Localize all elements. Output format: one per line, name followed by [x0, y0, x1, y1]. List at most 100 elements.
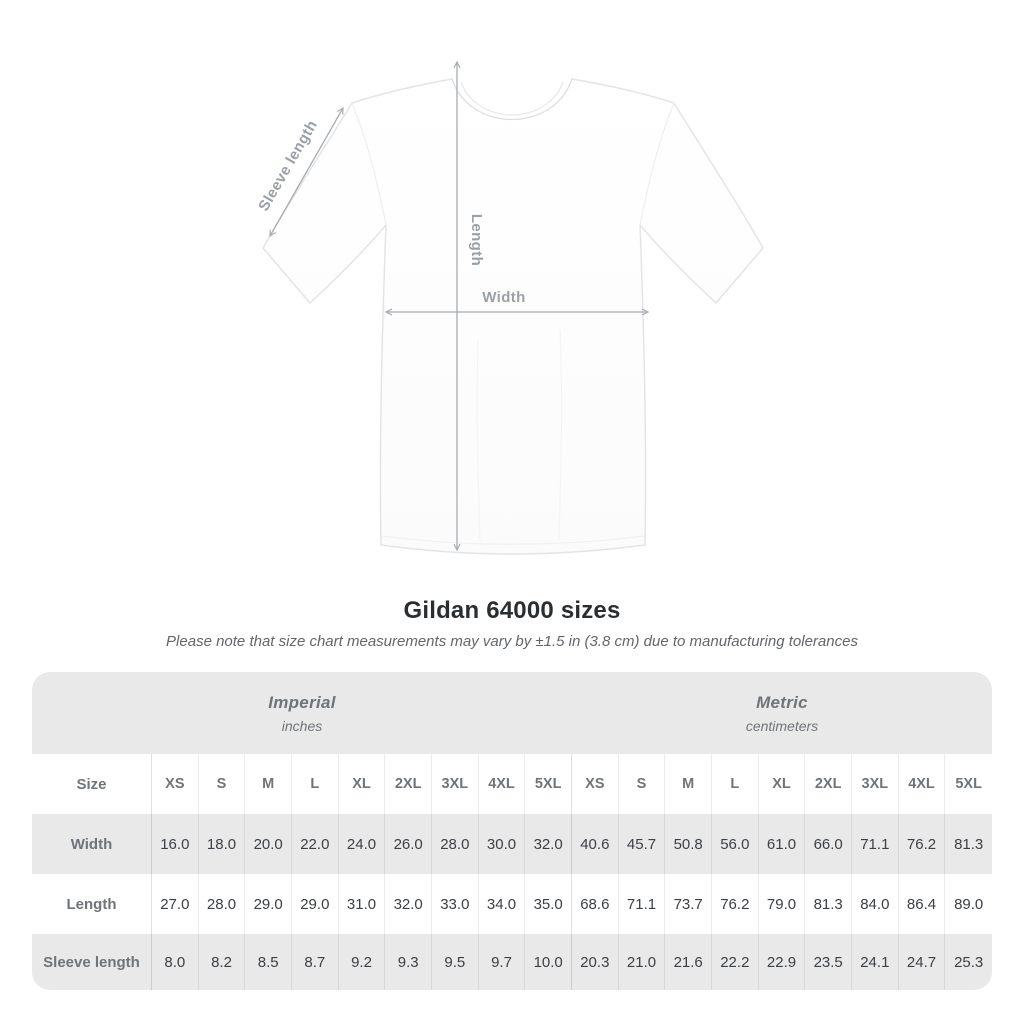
tolerance-note: Please note that size chart measurements…: [166, 633, 858, 650]
row-label: Width: [32, 814, 152, 874]
value-cell: 68.6: [572, 874, 619, 934]
size-header-cell: 4XL: [478, 754, 526, 814]
value-cell: 9.2: [338, 934, 386, 990]
hem-seam: [381, 535, 645, 545]
sleeve-length-arrow: [269, 106, 344, 238]
value-cell: 71.1: [852, 814, 899, 874]
size-header-cell: 2XL: [385, 754, 432, 814]
shirt-measurement-diagram: Sleeve length Length Width: [255, 60, 764, 555]
right-sleeve-seam: [639, 102, 675, 226]
imperial-label: Imperial: [268, 692, 336, 712]
value-cell: 26.0: [385, 814, 432, 874]
value-cell: 22.9: [758, 934, 806, 990]
value-cell: 18.0: [198, 814, 246, 874]
size-header-cell: M: [665, 754, 712, 814]
value-cell: 28.0: [432, 814, 479, 874]
value-cell: 84.0: [852, 874, 899, 934]
value-cell: 9.3: [385, 934, 432, 990]
row-label: Sleeve length: [32, 934, 152, 990]
value-cell: 35.0: [525, 874, 572, 934]
value-cell: 32.0: [525, 814, 572, 874]
size-header-cell: XL: [758, 754, 806, 814]
width-label: Width: [482, 289, 526, 306]
metric-group-header: Metric centimeters: [572, 672, 992, 754]
tshirt-graphic: [262, 78, 764, 555]
value-cell: 33.0: [432, 874, 479, 934]
value-cell: 20.3: [572, 934, 619, 990]
imperial-unit: inches: [281, 717, 323, 734]
size-header-cell: S: [618, 754, 666, 814]
size-header-cell: 3XL: [852, 754, 899, 814]
value-cell: 25.3: [945, 934, 992, 990]
value-cell: 66.0: [805, 814, 852, 874]
value-cell: 9.5: [432, 934, 479, 990]
size-header-cell: 4XL: [898, 754, 946, 814]
collar-outer: [451, 78, 573, 120]
value-cell: 28.0: [198, 874, 246, 934]
value-cell: 21.0: [618, 934, 666, 990]
value-cell: 22.2: [712, 934, 759, 990]
value-cell: 76.2: [898, 814, 946, 874]
value-cell: 86.4: [898, 874, 946, 934]
shirt-diagram-svg: Sleeve length Length Width: [255, 60, 764, 555]
value-cell: 8.5: [245, 934, 292, 990]
value-cell: 8.0: [152, 934, 199, 990]
value-cell: 81.3: [805, 874, 852, 934]
page-title: Gildan 64000 sizes: [403, 597, 621, 624]
size-header-cell: 5XL: [525, 754, 572, 814]
value-cell: 32.0: [385, 874, 432, 934]
size-header-cell: L: [712, 754, 759, 814]
row-label: Length: [32, 874, 152, 934]
chart-heading: Gildan 64000 sizes Please note that size…: [0, 597, 1024, 650]
size-header-cell: XS: [572, 754, 619, 814]
value-cell: 29.0: [245, 874, 292, 934]
tshirt-body: [262, 78, 764, 555]
imperial-group-header: Imperial inches: [32, 672, 572, 754]
value-cell: 23.5: [805, 934, 852, 990]
value-cell: 40.6: [572, 814, 619, 874]
value-cell: 61.0: [758, 814, 806, 874]
value-cell: 10.0: [525, 934, 572, 990]
collar-inner: [460, 81, 564, 116]
size-header-cell: M: [245, 754, 292, 814]
value-cell: 31.0: [338, 874, 386, 934]
value-cell: 34.0: [478, 874, 526, 934]
value-cell: 29.0: [292, 874, 339, 934]
value-cell: 89.0: [945, 874, 992, 934]
value-cell: 8.2: [198, 934, 246, 990]
value-cell: 79.0: [758, 874, 806, 934]
value-cell: 22.0: [292, 814, 339, 874]
value-cell: 73.7: [665, 874, 712, 934]
value-cell: 71.1: [618, 874, 666, 934]
value-cell: 24.1: [852, 934, 899, 990]
value-cell: 20.0: [245, 814, 292, 874]
fold-line: [558, 329, 563, 541]
size-header-cell: 2XL: [805, 754, 852, 814]
value-cell: 24.0: [338, 814, 386, 874]
value-cell: 27.0: [152, 874, 199, 934]
value-cell: 56.0: [712, 814, 759, 874]
size-header-cell: L: [292, 754, 339, 814]
measurement-arrows: [269, 60, 650, 552]
value-cell: 16.0: [152, 814, 199, 874]
value-cell: 76.2: [712, 874, 759, 934]
fold-line: [476, 339, 481, 541]
size-header-cell: 3XL: [432, 754, 479, 814]
left-sleeve-seam: [351, 102, 387, 226]
value-cell: 30.0: [478, 814, 526, 874]
value-cell: 21.6: [665, 934, 712, 990]
size-header-cell: XL: [338, 754, 386, 814]
metric-unit: centimeters: [745, 717, 819, 734]
length-label: Length: [468, 214, 485, 266]
value-cell: 24.7: [898, 934, 946, 990]
metric-label: Metric: [756, 692, 808, 712]
size-header-cell: 5XL: [945, 754, 992, 814]
value-cell: 45.7: [618, 814, 666, 874]
value-cell: 50.8: [665, 814, 712, 874]
size-header-cell: S: [198, 754, 246, 814]
value-cell: 8.7: [292, 934, 339, 990]
value-cell: 9.7: [478, 934, 526, 990]
size-header-cell: XS: [152, 754, 199, 814]
size-column-header: Size: [32, 754, 152, 814]
size-chart-table: Imperial inches Metric centimeters Size …: [32, 672, 992, 990]
